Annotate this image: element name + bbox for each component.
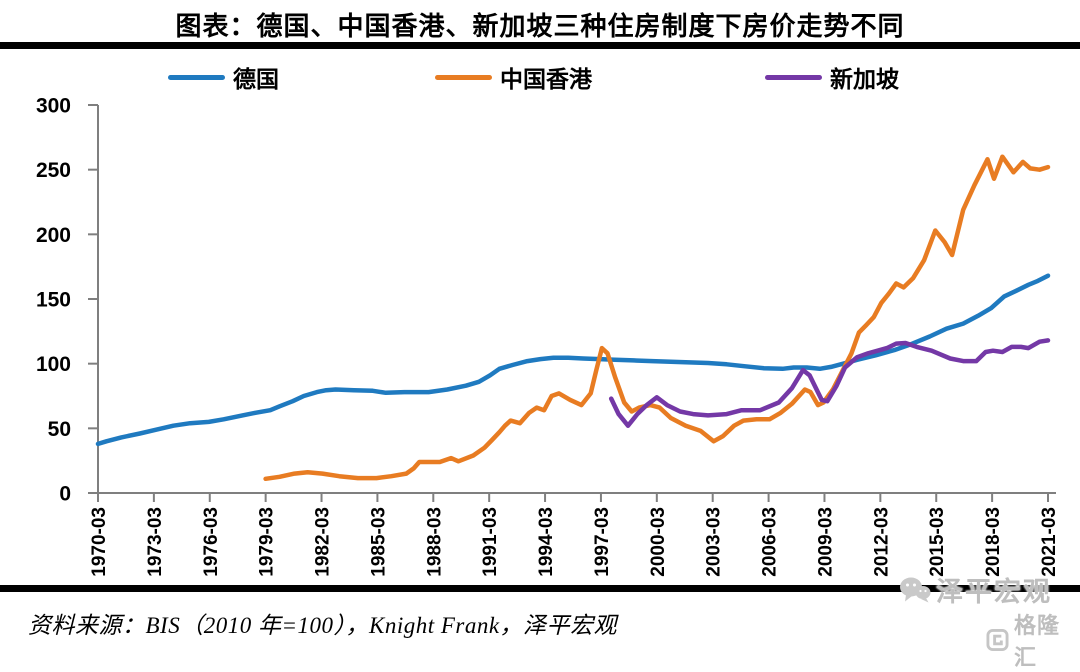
legend-label: 新加坡 bbox=[830, 67, 899, 92]
x-tick-label: 2003-03 bbox=[704, 507, 725, 577]
hongkong-line-swatch bbox=[435, 74, 492, 80]
wechat-icon bbox=[900, 577, 931, 602]
x-tick-label: 1988-03 bbox=[424, 507, 445, 577]
series-line-hongkong bbox=[263, 154, 1051, 482]
y-tick-label: 100 bbox=[36, 353, 71, 376]
x-tick-label: 1991-03 bbox=[480, 507, 501, 577]
wechat-watermark-text: 泽平宏观 bbox=[936, 577, 1052, 607]
x-tick-label: 2006-03 bbox=[760, 507, 781, 577]
x-tick-label: 1979-03 bbox=[257, 507, 278, 577]
legend-label: 中国香港 bbox=[500, 67, 592, 92]
gelonghui-watermark-text: 格隆汇 bbox=[1013, 613, 1060, 670]
legend-label: 德国 bbox=[233, 67, 279, 92]
x-tick-label: 2000-03 bbox=[648, 507, 669, 577]
footer-divider bbox=[0, 585, 1080, 592]
legend-item-germany: 德国 bbox=[168, 63, 279, 92]
series-line-germany bbox=[95, 273, 1051, 447]
gelonghui-logo-icon bbox=[986, 628, 1009, 652]
germany-line-swatch bbox=[168, 74, 225, 80]
x-tick-label: 1982-03 bbox=[313, 507, 334, 577]
wechat-watermark: 泽平宏观 bbox=[898, 570, 1052, 609]
legend-item-hongkong: 中国香港 bbox=[435, 63, 592, 92]
x-tick-label: 2015-03 bbox=[927, 507, 948, 577]
x-tick-label: 1997-03 bbox=[592, 507, 613, 577]
y-tick-label: 50 bbox=[48, 418, 71, 441]
x-tick-label: 2021-03 bbox=[1039, 507, 1060, 577]
line-chart: 0 50 100 150 200 250 300 1970-03 1973-03 1976-03 1… bbox=[36, 95, 1060, 577]
x-tick-label: 1976-03 bbox=[201, 507, 222, 577]
x-tick-label: 2018-03 bbox=[983, 507, 1004, 577]
y-tick-label: 200 bbox=[36, 224, 71, 247]
gelonghui-watermark: 格隆汇 bbox=[986, 608, 1080, 672]
legend-item-singapore: 新加坡 bbox=[765, 63, 899, 92]
y-tick-label: 250 bbox=[36, 159, 71, 182]
y-tick-label: 300 bbox=[36, 95, 71, 118]
x-tick-label: 1970-03 bbox=[89, 507, 110, 577]
y-tick-label: 150 bbox=[36, 289, 71, 312]
source-note: 资料来源：BIS（2010 年=100），Knight Frank，泽平宏观 bbox=[28, 613, 618, 638]
chart-legend: 德国 中国香港 新加坡 bbox=[0, 63, 1080, 92]
series-line-singapore bbox=[608, 338, 1051, 428]
x-tick-label: 1985-03 bbox=[368, 507, 389, 577]
title-divider bbox=[0, 42, 1080, 49]
page-title: 图表：德国、中国香港、新加坡三种住房制度下房价走势不同 bbox=[175, 12, 905, 41]
x-tick-label: 2012-03 bbox=[871, 507, 892, 577]
x-tick-label: 2009-03 bbox=[815, 507, 836, 577]
x-tick-label: 1973-03 bbox=[145, 507, 166, 577]
singapore-line-swatch bbox=[765, 74, 822, 80]
y-tick-label: 0 bbox=[59, 483, 71, 506]
x-tick-label: 1994-03 bbox=[536, 507, 557, 577]
